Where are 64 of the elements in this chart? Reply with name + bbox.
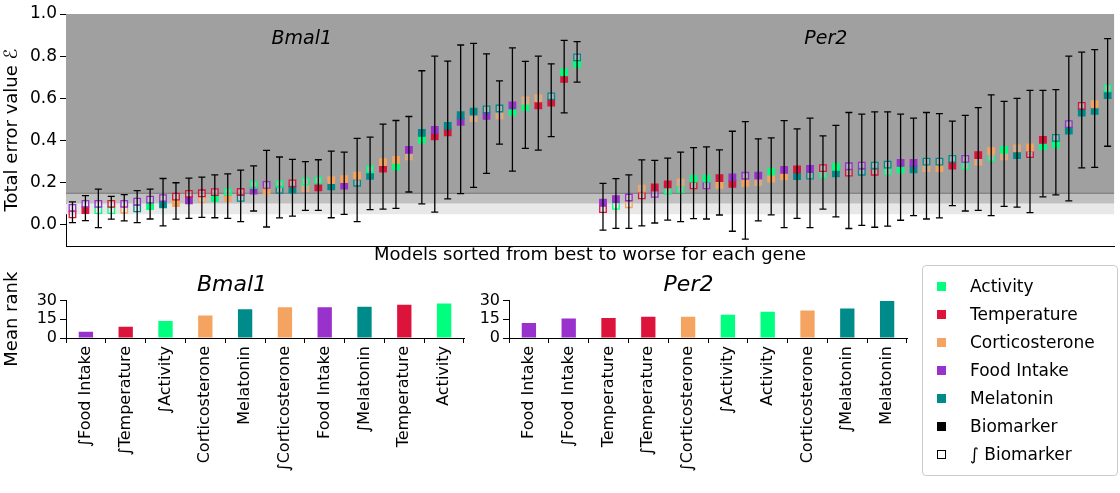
chart-title: Per2 <box>663 270 714 296</box>
y-tick-label: 0.6 <box>29 86 57 107</box>
x-tick-label: Food Intake <box>518 346 538 439</box>
x-tick-label: ∫Temperature <box>637 346 657 456</box>
bar <box>237 309 253 338</box>
y-tick-label: 0 <box>489 327 500 347</box>
x-tick-label: ∫Corticosterone <box>274 346 294 472</box>
x-tick-label: Temperature <box>393 346 413 449</box>
y-tick-label: 0.8 <box>29 44 57 65</box>
x-tick-label: Corticosterone <box>194 346 214 464</box>
chart-title: Bmal1 <box>196 270 268 296</box>
x-tick-label: Melatonin <box>876 346 896 425</box>
x-tick-label: Activity <box>756 346 776 406</box>
x-tick-label: Melatonin <box>234 346 254 425</box>
bar <box>198 315 213 338</box>
bar <box>760 311 775 338</box>
y-tick-label: 30 <box>479 289 500 309</box>
bar <box>357 306 372 338</box>
x-tick-label: ∫Corticosterone <box>677 346 697 472</box>
y-tick-label: 0.2 <box>29 171 57 192</box>
y-tick-label: 0 <box>46 327 57 347</box>
bar <box>879 301 895 338</box>
y-axis-title: Total error value ℰ <box>0 48 22 213</box>
y-tick-label: 15 <box>36 308 57 328</box>
bar <box>521 322 537 338</box>
bar <box>397 304 412 338</box>
bar <box>680 316 696 338</box>
bar <box>436 303 452 338</box>
x-tick-label: Food Intake <box>313 346 333 439</box>
x-tick-label: ∫Melatonin <box>353 346 373 434</box>
x-tick-label: ∫Activity <box>717 346 737 415</box>
annotation: Per2 <box>804 26 848 49</box>
bar <box>158 321 173 338</box>
bar <box>601 317 616 338</box>
text: Activity <box>970 276 1034 296</box>
y-axis-title: Mean rank <box>0 271 22 367</box>
x-tick-label: ∫Temperature <box>114 346 134 456</box>
y-tick-label: 0.4 <box>29 128 57 149</box>
text: Temperature <box>970 304 1078 324</box>
x-tick-label: ∫Food Intake <box>75 346 95 448</box>
bar <box>317 307 332 338</box>
x-tick-label: Activity <box>433 346 453 406</box>
text: ∫ Biomarker <box>970 444 1072 464</box>
y-tick-label: 0.0 <box>29 213 57 234</box>
bar <box>561 318 576 338</box>
text: Biomarker <box>970 416 1058 436</box>
y-tick-label: 15 <box>479 308 500 328</box>
x-tick-label: ∫Food Intake <box>557 346 577 448</box>
bar <box>78 331 94 338</box>
x-axis-title: Models sorted from best to worse for each gene <box>373 242 807 264</box>
x-tick-label: ∫Activity <box>154 346 174 415</box>
y-tick-label: 1.0 <box>29 2 57 23</box>
x-tick-label: Temperature <box>597 346 617 449</box>
x-tick-label: Corticosterone <box>796 346 816 464</box>
x-tick-label: ∫Melatonin <box>836 346 856 434</box>
annotation: Bmal1 <box>271 26 333 49</box>
bar <box>118 326 133 338</box>
bar <box>277 307 293 338</box>
y-tick-label: 30 <box>36 289 57 309</box>
text: Corticosterone <box>970 332 1095 352</box>
bar <box>641 316 656 338</box>
bar <box>720 314 736 338</box>
bar <box>840 308 855 338</box>
bar <box>800 310 815 338</box>
